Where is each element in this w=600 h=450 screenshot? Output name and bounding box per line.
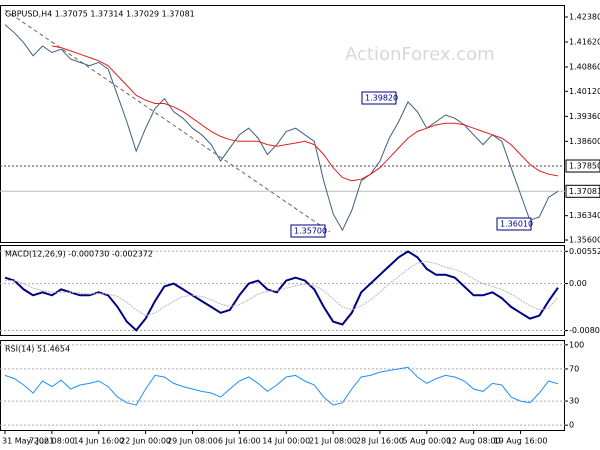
x-tick-label: 22 Jun 00:00 [120, 437, 171, 446]
x-tick-label: 6 Jul 16:00 [218, 437, 261, 446]
annotation-box [496, 217, 532, 231]
series-line [5, 260, 559, 317]
y-tick-label: 1.42380 [569, 13, 600, 22]
y-tick-label: -0.00804 [569, 326, 600, 335]
level-label: 1.37850 [569, 162, 600, 171]
x-tick-label: 19 Aug 16:00 [494, 437, 548, 446]
annotation: 1.36010 [500, 220, 533, 229]
y-tick-label: 70 [569, 364, 579, 373]
y-tick-label: 1.40860 [569, 63, 600, 72]
x-tick-label: 28 Jul 16:00 [356, 437, 404, 446]
annotation-box [290, 224, 326, 238]
y-tick-label: 100 [569, 340, 584, 349]
y-tick-label: 30 [569, 397, 579, 406]
series-line [4, 24, 559, 232]
watermark: ActionForex.com [345, 44, 495, 65]
series-line [4, 250, 559, 332]
x-tick-label: 7 Jun 08:00 [29, 437, 75, 446]
y-tick-label: 0.00552 [569, 247, 600, 256]
x-tick-label: 5 Aug 00:00 [402, 437, 451, 446]
panel-frame [0, 5, 565, 243]
y-tick-label: 1.36340 [569, 211, 600, 220]
panel-title: GBPUSD,H4 1.37075 1.37314 1.37029 1.3708… [5, 10, 195, 19]
series-line [51, 45, 559, 182]
y-tick-label: 1.35600 [569, 236, 600, 245]
annotation: 1.39820 [365, 94, 398, 103]
y-tick-label: 1.40120 [569, 87, 600, 96]
x-tick-label: 14 Jun 16:00 [73, 437, 124, 446]
level-box [565, 184, 600, 198]
annotation: 1.35700 [294, 227, 327, 236]
y-tick-label: 0 [569, 421, 574, 430]
x-tick-label: 12 Aug 08:00 [447, 437, 501, 446]
panel-frame [0, 245, 565, 336]
x-tick-label: 29 Jun 08:00 [167, 437, 218, 446]
y-tick-label: 1.41620 [569, 38, 600, 47]
y-tick-label: 1.38600 [569, 137, 600, 146]
x-tick-label: 31 May 2021 [2, 437, 54, 446]
y-tick-label: 1.39360 [569, 112, 600, 121]
level-box [565, 159, 600, 173]
panel-frame [0, 340, 565, 431]
panel-title: MACD(12,26,9) -0.000730 -0.002372 [5, 250, 153, 259]
series-line [4, 366, 559, 406]
panel-title: RSI(14) 51.4654 [5, 345, 70, 354]
x-tick-label: 21 Jul 08:00 [309, 437, 357, 446]
level-label: 1.37081 [569, 187, 600, 196]
x-tick-label: 14 Jul 00:00 [262, 437, 310, 446]
y-tick-label: 0.00 [569, 279, 587, 288]
annotation-box [361, 91, 397, 105]
